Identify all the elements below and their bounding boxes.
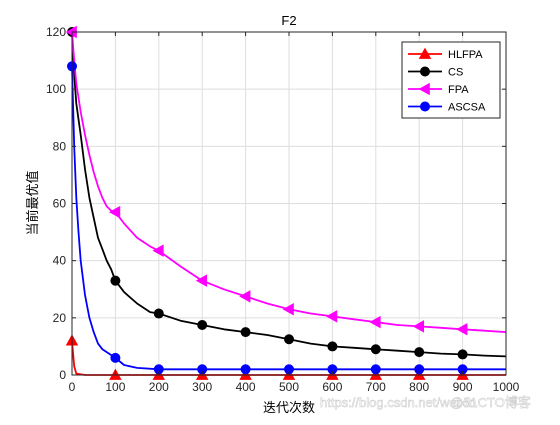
chart-title: F2: [281, 13, 296, 28]
legend-label-ascsa: ASCSA: [448, 102, 486, 114]
x-tick-label: 300: [192, 380, 212, 394]
legend-item-fpa: FPA: [408, 82, 469, 96]
data-point-fpa: [369, 315, 381, 329]
y-tick-label: 100: [46, 82, 66, 96]
tick-layer: 0 100 200 300 400 500 600 700 800 900 1000 0 20 40 60 8…: [46, 25, 520, 394]
y-tick-label: 20: [53, 311, 67, 325]
legend-marker-ascsa: [420, 101, 430, 112]
data-point-cs: [110, 275, 121, 286]
data-point-cs: [197, 319, 208, 330]
legend-marker-hlfpa: [418, 47, 432, 59]
x-tick-label: 700: [366, 380, 386, 394]
legend-label-fpa: FPA: [448, 84, 469, 96]
x-tick-label: 400: [236, 380, 256, 394]
data-point-cs: [284, 334, 294, 345]
series-line-fpa: [71, 31, 507, 333]
data-point-ascsa: [110, 352, 121, 363]
watermark-brand: @51CTO博客: [450, 395, 531, 410]
legend-marker-cs: [420, 66, 430, 77]
data-point-cs: [414, 347, 425, 358]
data-point-cs: [327, 341, 338, 352]
y-tick-label: 60: [53, 197, 67, 211]
data-point-fpa: [195, 274, 208, 287]
x-tick-label: 600: [322, 380, 342, 394]
x-tick-label: 0: [69, 380, 76, 394]
x-tick-label: 100: [105, 380, 125, 394]
watermark-url: https://blog.csdn.net/weixin: [320, 395, 476, 410]
data-point-fpa: [282, 303, 294, 316]
data-point-cs: [457, 349, 468, 360]
legend-item-cs: CS: [408, 66, 463, 79]
y-tick-label: 0: [59, 368, 66, 382]
series-ascsa: [67, 61, 506, 375]
data-point-cs: [240, 327, 251, 338]
data-point-cs: [153, 308, 164, 319]
data-point-cs: [370, 344, 381, 355]
data-point-fpa: [456, 323, 468, 336]
legend-label-cs: CS: [448, 67, 463, 79]
legend-item-hlfpa: HLFPA: [408, 47, 483, 61]
x-tick-label: 900: [453, 380, 473, 394]
y-axis-label: 当前最优值: [25, 170, 41, 235]
data-point-fpa: [325, 310, 338, 323]
x-tick-label: 200: [149, 380, 169, 394]
legend: HLFPA CS FPA ASCSA: [401, 41, 501, 119]
x-axis-label: 迭代次数: [263, 400, 315, 416]
data-point-fpa: [412, 320, 425, 333]
y-tick-label: 120: [46, 25, 66, 39]
x-tick-label: 800: [409, 380, 429, 394]
y-tick-label: 80: [53, 139, 67, 153]
data-point-fpa: [108, 205, 121, 219]
data-point-fpa: [152, 244, 164, 257]
legend-label-hlfpa: HLFPA: [448, 49, 483, 61]
legend-item-ascsa: ASCSA: [408, 101, 486, 114]
data-point-fpa: [239, 290, 251, 303]
series-line-cs: [71, 31, 507, 358]
legend-marker-fpa: [418, 82, 430, 96]
x-tick-label: 1000: [493, 380, 520, 394]
series-fpa: [65, 25, 507, 336]
legend-box: [401, 41, 501, 119]
y-tick-label: 40: [53, 254, 67, 268]
x-tick-label: 500: [279, 380, 299, 394]
